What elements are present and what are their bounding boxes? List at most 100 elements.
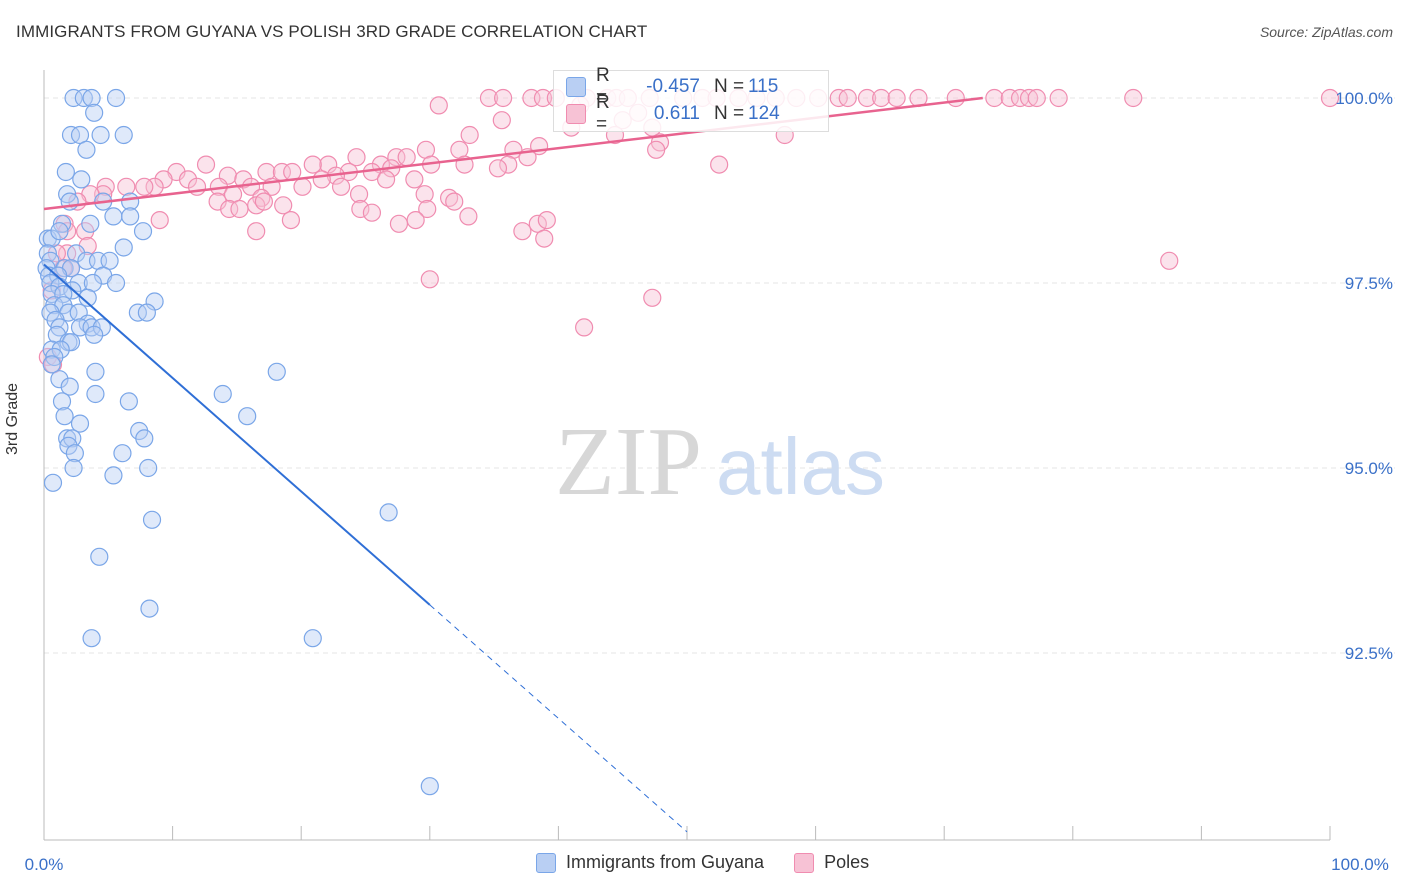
guyana-point xyxy=(43,473,63,492)
axes xyxy=(43,70,1331,841)
guyana-point xyxy=(82,318,101,337)
poles-point xyxy=(420,270,439,289)
guyana-legend-swatch xyxy=(536,852,556,873)
guyana-point xyxy=(86,384,105,404)
guyana-point xyxy=(70,414,90,433)
poles-point xyxy=(397,148,416,167)
guyana-point xyxy=(135,429,154,448)
poles-point xyxy=(150,211,169,230)
poles-point xyxy=(293,177,312,196)
poles-point xyxy=(281,211,301,230)
guyana-point xyxy=(58,429,77,448)
guyana-point xyxy=(140,599,159,618)
n-value: 115 xyxy=(748,76,779,97)
guyana-point xyxy=(91,125,110,145)
y-tick-label: 100.0% xyxy=(1335,89,1393,108)
legend-item-poles[interactable]: Poles xyxy=(794,852,869,873)
guyana-point xyxy=(64,458,83,478)
guyana-point xyxy=(104,207,123,226)
guyana-point xyxy=(58,185,77,204)
poles-point xyxy=(537,211,556,230)
poles-point xyxy=(274,196,293,215)
guyana-point xyxy=(81,214,100,233)
poles-point xyxy=(575,318,594,337)
guyana-point xyxy=(65,444,84,463)
guyana-point xyxy=(52,392,72,411)
stats-row-guyana: R = -0.457 N = 115 xyxy=(566,65,779,108)
guyana-point xyxy=(52,214,72,233)
guyana-point xyxy=(78,288,97,307)
poles-point xyxy=(1160,251,1179,270)
y-tick-label: 95.0% xyxy=(1345,459,1393,478)
guyana-point xyxy=(74,88,93,108)
poles-point xyxy=(220,199,239,219)
grid-lines xyxy=(44,97,1395,654)
poles-point xyxy=(985,88,1004,108)
guyana-point xyxy=(121,207,140,226)
r-label: R = xyxy=(596,65,610,108)
guyana-point xyxy=(50,222,69,241)
guyana-point xyxy=(420,777,439,796)
poles-point xyxy=(241,177,261,196)
guyana-point xyxy=(56,162,75,182)
guyana-point xyxy=(114,238,133,257)
poles-point xyxy=(349,185,369,204)
guyana-point xyxy=(42,229,61,248)
poles-point xyxy=(429,96,448,115)
guyana-point xyxy=(90,547,109,566)
poles-point xyxy=(415,185,434,204)
guyana-point xyxy=(82,629,101,648)
poles-point xyxy=(643,288,662,307)
poles-point xyxy=(445,192,464,211)
watermark-zip: ZIP xyxy=(555,408,702,516)
poles-point xyxy=(96,177,115,196)
poles-point xyxy=(1124,88,1143,108)
poles-swatch xyxy=(566,104,586,124)
y-tick-label: 92.5% xyxy=(1345,644,1393,663)
guyana-point xyxy=(137,303,156,322)
poles-point xyxy=(254,192,274,211)
guyana-point xyxy=(238,407,257,426)
tick-labels: 92.5% 95.0% 97.5% 100.0% 0.0% 100.0% xyxy=(25,89,1393,874)
guyana-point xyxy=(106,273,126,293)
guyana-point xyxy=(55,407,74,426)
poles-point xyxy=(838,88,857,108)
guyana-point xyxy=(77,140,96,159)
poles-point xyxy=(405,170,424,189)
poles-point xyxy=(376,170,396,189)
poles-point xyxy=(406,211,425,230)
legend-label-poles: Poles xyxy=(824,852,870,872)
r-value: 0.611 xyxy=(653,103,700,124)
guyana-point xyxy=(45,347,64,367)
legend-item-guyana[interactable]: Immigrants from Guyana xyxy=(536,852,764,873)
poles-point xyxy=(1019,88,1039,108)
poles-point xyxy=(196,155,216,174)
poles-point xyxy=(647,140,666,159)
poles-point xyxy=(513,222,532,241)
poles-point xyxy=(234,170,253,189)
poles-point xyxy=(535,229,554,248)
poles-point xyxy=(135,177,154,196)
poles-point xyxy=(1049,88,1068,108)
chart-title: IMMIGRANTS FROM GUYANA VS POLISH 3RD GRA… xyxy=(16,22,648,41)
poles-point xyxy=(499,155,518,174)
guyana-point xyxy=(82,88,101,108)
n-label: N = xyxy=(714,103,745,124)
poles-point xyxy=(247,222,266,241)
guyana-point xyxy=(213,384,232,404)
guyana-point xyxy=(106,88,126,108)
poles-point xyxy=(533,88,553,108)
poles-point xyxy=(479,88,499,108)
poles-point xyxy=(347,148,366,167)
poles-point xyxy=(488,159,508,178)
guyana-point xyxy=(142,510,162,529)
guyana-point xyxy=(379,503,398,522)
guyana-point xyxy=(133,222,153,241)
watermark: ZIP atlas xyxy=(555,408,885,516)
guyana-point xyxy=(61,333,81,352)
r-label: R = xyxy=(596,92,610,135)
poles-point xyxy=(494,88,513,108)
poles-point xyxy=(1000,88,1019,108)
poles-trend-line xyxy=(43,96,983,211)
